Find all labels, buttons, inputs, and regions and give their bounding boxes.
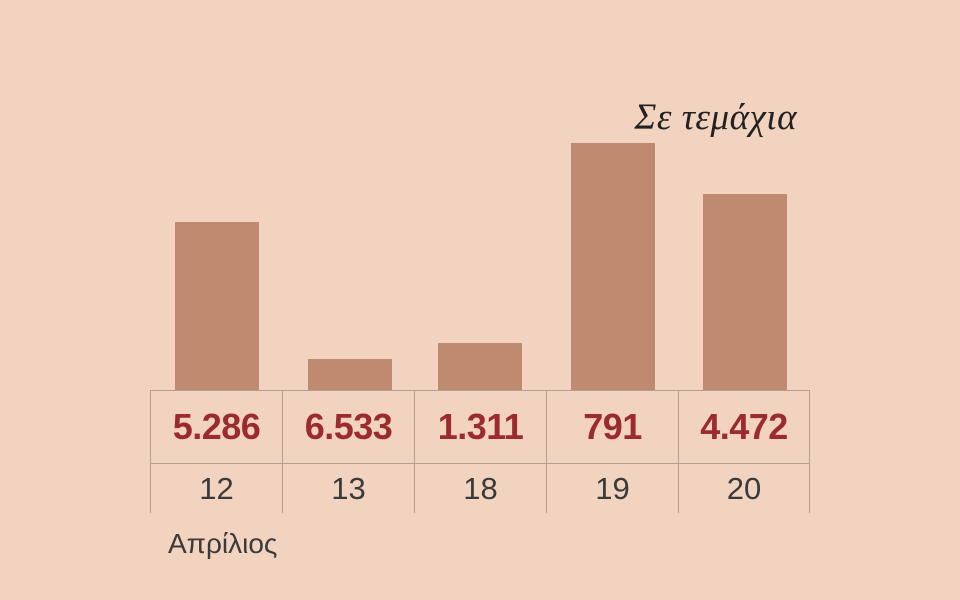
bar-april-12 bbox=[175, 222, 259, 390]
bar-april-19 bbox=[571, 143, 655, 390]
plot-area bbox=[175, 143, 787, 390]
date-cell: 19 bbox=[546, 464, 678, 513]
bar-april-18 bbox=[438, 343, 522, 390]
value-cell: 791 bbox=[546, 391, 678, 463]
value-row: 5.286 6.533 1.311 791 4.472 bbox=[150, 391, 810, 464]
value-cell: 4.472 bbox=[678, 391, 810, 463]
date-cell: 12 bbox=[150, 464, 282, 513]
date-row: 12 13 18 19 20 bbox=[150, 464, 810, 513]
data-table: 5.286 6.533 1.311 791 4.472 12 13 18 19 … bbox=[150, 390, 810, 513]
value-cell: 6.533 bbox=[282, 391, 414, 463]
value-cell: 1.311 bbox=[414, 391, 546, 463]
chart-title: Σε τεμάχια bbox=[634, 97, 797, 138]
date-cell: 18 bbox=[414, 464, 546, 513]
month-label: Απρίλιος bbox=[168, 528, 278, 559]
date-cell: 13 bbox=[282, 464, 414, 513]
bar-april-13 bbox=[308, 359, 392, 390]
date-cell: 20 bbox=[678, 464, 810, 513]
value-cell: 5.286 bbox=[150, 391, 282, 463]
bar-april-20 bbox=[703, 194, 787, 390]
